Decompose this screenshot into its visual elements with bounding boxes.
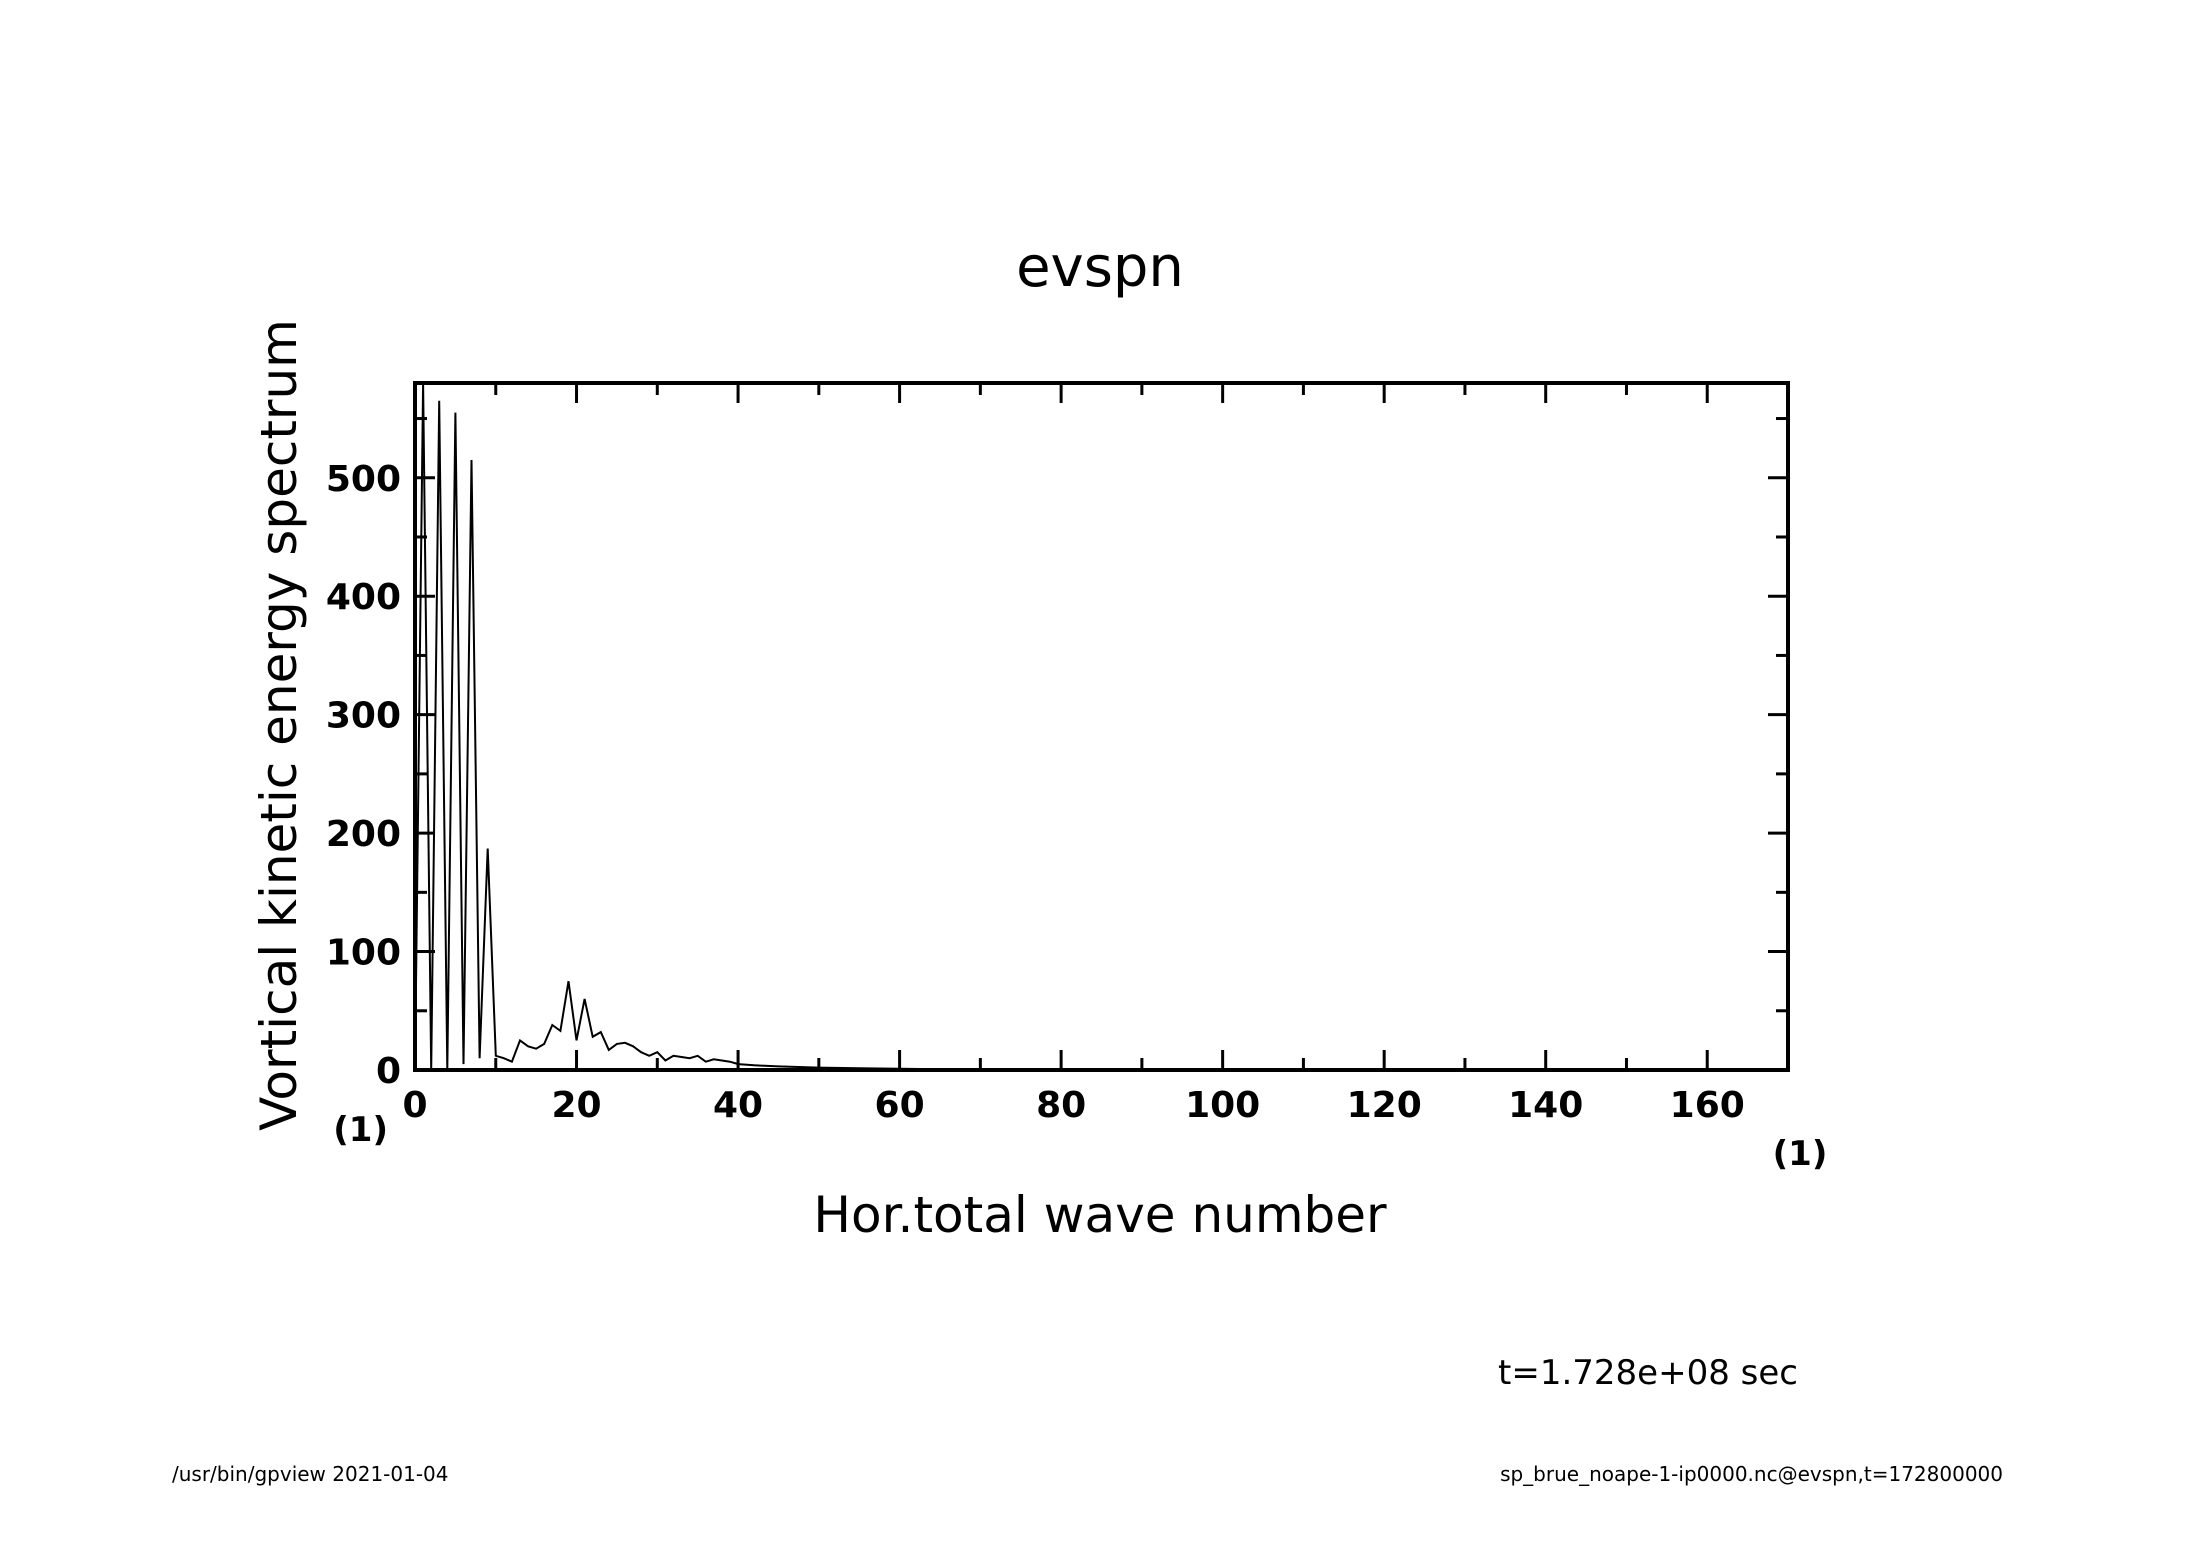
y-axis-label: Vortical kinetic energy spectrum — [250, 319, 308, 1131]
footer-right: sp_brue_noape-1-ip0000.nc@evspn,t=172800… — [1500, 1462, 2003, 1486]
series-line — [414, 382, 1788, 1071]
x-tick-label: 100 — [1185, 1085, 1260, 1126]
x-tick-label: 140 — [1508, 1085, 1583, 1126]
x-tick-label: 40 — [713, 1085, 763, 1126]
x-tick-label: 60 — [875, 1085, 925, 1126]
footer-left: /usr/bin/gpview 2021-01-04 — [172, 1462, 449, 1486]
x-tick-label: 160 — [1670, 1085, 1745, 1126]
y-tick-label: 100 — [326, 933, 401, 974]
y-tick-label: 200 — [326, 814, 401, 855]
time-annotation: t=1.728e+08 sec — [1498, 1353, 1798, 1393]
x-unit-label: (1) — [1773, 1134, 1828, 1174]
y-unit-label: (1) — [333, 1110, 388, 1150]
y-tick-label: 0 — [376, 1051, 401, 1092]
y-tick-label: 300 — [326, 696, 401, 737]
x-tick-label: 20 — [551, 1085, 601, 1126]
chart-title: evspn — [1016, 235, 1184, 300]
x-tick-label: 80 — [1036, 1085, 1086, 1126]
x-tick-labels: 0 20 40 60 80 100 120 140 160 — [402, 1085, 1744, 1126]
plot-frame — [413, 381, 1790, 1072]
axis-ticks — [413, 383, 1790, 1072]
x-tick-label: 0 — [402, 1085, 427, 1126]
y-tick-labels: 0 100 200 300 400 500 — [326, 459, 401, 1092]
x-tick-label: 120 — [1347, 1085, 1422, 1126]
x-axis-label: Hor.total wave number — [813, 1186, 1387, 1244]
y-tick-label: 400 — [326, 577, 401, 618]
y-tick-label: 500 — [326, 459, 401, 500]
